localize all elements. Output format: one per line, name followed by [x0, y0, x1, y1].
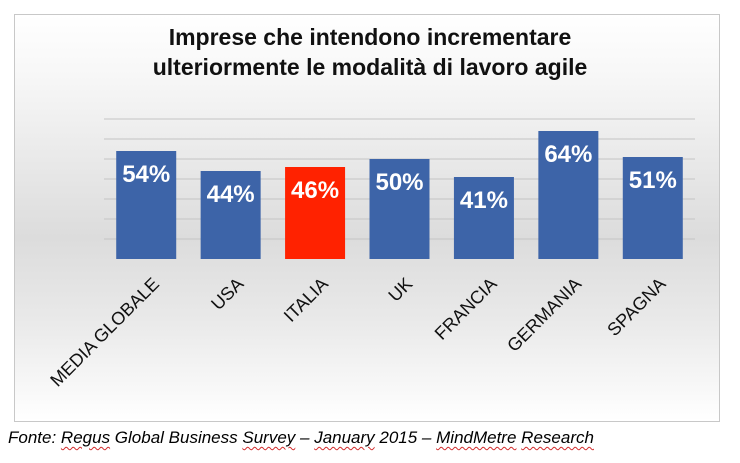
data-label: 41%: [460, 187, 508, 214]
data-label: 44%: [207, 181, 255, 208]
chart-title-line-2: ulteriormente le modalità di lavoro agil…: [152, 54, 588, 80]
category-label: ITALIA: [280, 274, 332, 326]
caption-part: –: [295, 428, 315, 447]
caption-part: Fonte:: [8, 428, 61, 447]
caption-part: Research: [521, 428, 594, 447]
category-label: MEDIA GLOBALE: [46, 274, 163, 391]
bar-germania: [538, 131, 599, 259]
bar-francia: [453, 177, 514, 259]
bar-usa: [200, 171, 261, 259]
category-label: FRANCIA: [431, 274, 501, 344]
source-caption: Fonte: Regus Global Business Survey – Ja…: [8, 428, 594, 448]
data-label: 51%: [629, 167, 677, 194]
category-label: UK: [384, 274, 416, 306]
bar-uk: [369, 159, 430, 259]
category-label: USA: [207, 274, 247, 314]
data-label: 46%: [291, 177, 339, 204]
bar-italia: [285, 167, 346, 259]
caption-part: 2015 –: [374, 428, 437, 447]
chart-title-line-1: Imprese che intendono incrementare: [168, 24, 572, 50]
caption-part: Regus: [60, 428, 111, 447]
caption-part: Survey: [242, 428, 296, 447]
data-label: 54%: [122, 161, 170, 188]
bar-spagna: [622, 157, 683, 259]
caption-part: MindMetre: [436, 428, 517, 447]
chart-title: Imprese che intendono incrementare ulter…: [0, 22, 740, 82]
data-label: 50%: [375, 169, 423, 196]
data-label: 64%: [544, 141, 592, 168]
category-label: GERMANIA: [503, 274, 585, 356]
caption-part: Global Business: [110, 428, 243, 447]
caption-part: January: [314, 428, 375, 447]
category-label: SPAGNA: [603, 274, 669, 340]
bar-media-globale: [116, 151, 177, 259]
